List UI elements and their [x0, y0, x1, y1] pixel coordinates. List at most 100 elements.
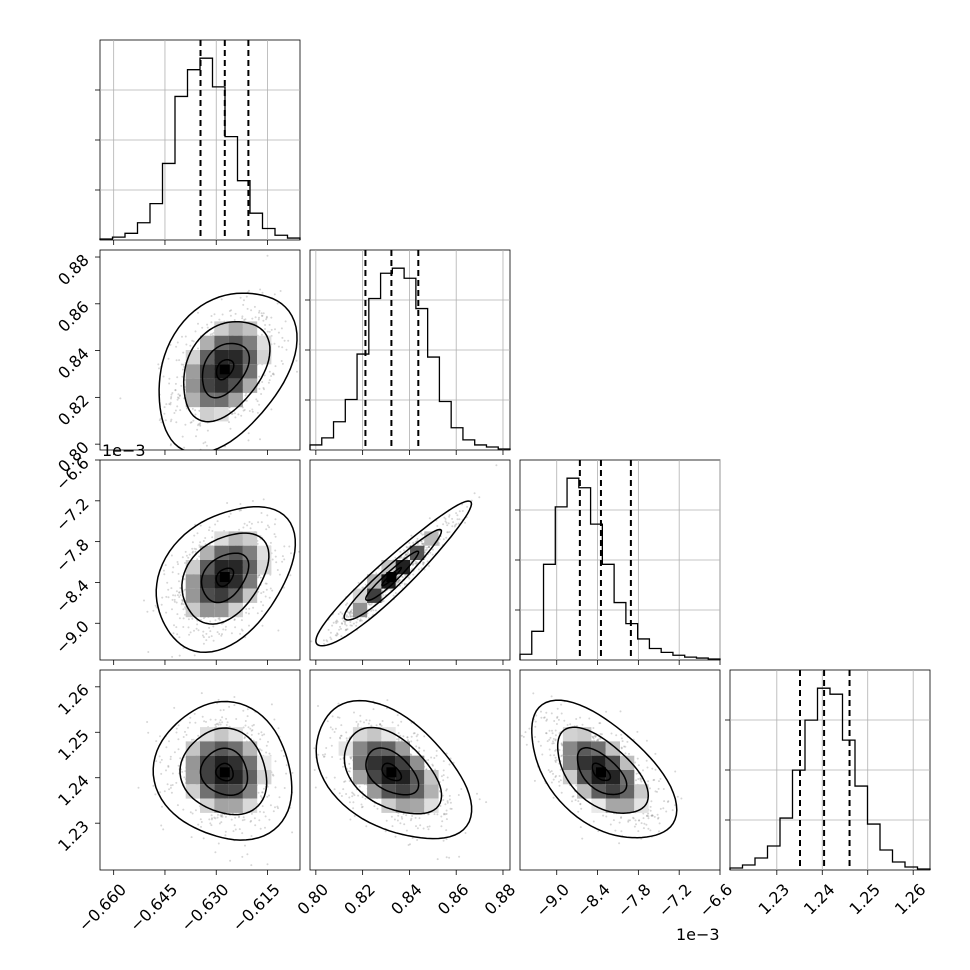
- scatter-point: [621, 740, 624, 743]
- scatter-point: [214, 523, 217, 526]
- scatter-point: [391, 825, 394, 828]
- scatter-point: [301, 654, 303, 656]
- scatter-point: [313, 769, 316, 771]
- scatter-point: [356, 618, 359, 621]
- scatter-point: [422, 561, 424, 564]
- scatter-point: [423, 561, 425, 564]
- scatter-point: [141, 660, 143, 662]
- scatter-point: [399, 584, 402, 587]
- scatter-point: [250, 522, 253, 525]
- scatter-point: [407, 844, 410, 846]
- density-cell: [257, 560, 272, 575]
- scatter-point: [191, 617, 194, 620]
- scatter-point: [176, 633, 179, 636]
- density-cell: [185, 784, 200, 799]
- scatter-point: [402, 735, 405, 738]
- scatter-point: [351, 795, 354, 798]
- scatter-point: [228, 310, 231, 312]
- scatter-point: [219, 723, 222, 726]
- scatter-point: [268, 752, 271, 755]
- scatter-point: [283, 787, 286, 789]
- scatter-point: [274, 535, 277, 538]
- scatter-point: [208, 544, 211, 546]
- scatter-point: [190, 836, 193, 839]
- density-cell: [214, 602, 229, 618]
- scatter-point: [423, 749, 425, 752]
- density-cell: [242, 574, 258, 589]
- scatter-point: [248, 521, 251, 523]
- density-cell: [200, 335, 215, 350]
- scatter-point: [577, 810, 580, 813]
- scatter-point: [260, 592, 263, 595]
- scatter-point: [421, 542, 424, 545]
- scatter-point: [169, 755, 172, 758]
- scatter-point: [464, 832, 467, 834]
- scatter-point: [456, 518, 459, 521]
- scatter-point: [395, 738, 398, 741]
- scatter-point: [400, 816, 403, 818]
- scatter-point: [276, 569, 279, 571]
- scatter-point: [420, 540, 423, 543]
- scatter-point: [258, 311, 260, 314]
- scatter-point: [169, 343, 172, 346]
- contour-line: [215, 762, 234, 782]
- scatter-point: [345, 628, 348, 631]
- scatter-point: [372, 708, 375, 711]
- scatter-point: [266, 795, 269, 798]
- scatter-point: [159, 761, 162, 764]
- scatter-point: [559, 768, 562, 771]
- scatter-point: [194, 721, 197, 724]
- scatter-point: [250, 309, 253, 312]
- scatter-point: [240, 414, 243, 417]
- scatter-point: [194, 330, 197, 333]
- panel-frame: [99, 249, 301, 451]
- scatter-point: [346, 614, 348, 617]
- scatter-point: [181, 375, 184, 378]
- scatter-point: [396, 575, 399, 578]
- scatter-point: [147, 731, 150, 734]
- scatter-point: [395, 582, 398, 585]
- scatter-point: [220, 814, 223, 817]
- scatter-point: [445, 752, 448, 755]
- scatter-point: [233, 696, 236, 698]
- scatter-point: [274, 365, 277, 368]
- scatter-point: [202, 617, 205, 620]
- scatter-point: [345, 737, 348, 740]
- scatter-point: [177, 748, 180, 751]
- scatter-point: [161, 805, 163, 808]
- scatter-point: [212, 639, 215, 642]
- scatter-point: [248, 410, 251, 412]
- density-cell: [228, 392, 243, 408]
- scatter-point: [193, 629, 195, 632]
- scatter-point: [174, 389, 177, 391]
- scatter-point: [291, 771, 294, 774]
- scatter-point: [178, 636, 181, 639]
- scatter-point: [218, 721, 221, 724]
- scatter-point: [258, 574, 261, 577]
- scatter-point: [390, 815, 393, 818]
- scatter-point: [157, 363, 160, 366]
- scatter-point: [262, 498, 265, 501]
- density-cell: [410, 545, 425, 560]
- scatter-point: [269, 541, 272, 544]
- scatter-point: [252, 739, 255, 742]
- scatter-point: [348, 780, 351, 782]
- contour-line: [315, 699, 473, 840]
- scatter-point: [217, 698, 220, 701]
- scatter-point: [289, 574, 292, 577]
- scatter-point: [226, 721, 229, 724]
- density-cell: [228, 770, 243, 785]
- scatter-point: [647, 780, 650, 783]
- scatter-point: [263, 388, 265, 391]
- contour-line: [199, 747, 249, 797]
- scatter-point: [274, 786, 277, 789]
- scatter-point: [259, 827, 262, 830]
- scatter-point: [195, 548, 198, 551]
- scatter-point: [593, 735, 596, 738]
- scatter-point: [326, 720, 329, 723]
- panel-frame: [99, 669, 301, 871]
- scatter-point: [182, 603, 185, 606]
- scatter-point: [213, 313, 216, 316]
- scatter-point: [191, 547, 194, 550]
- scatter-point: [261, 314, 263, 317]
